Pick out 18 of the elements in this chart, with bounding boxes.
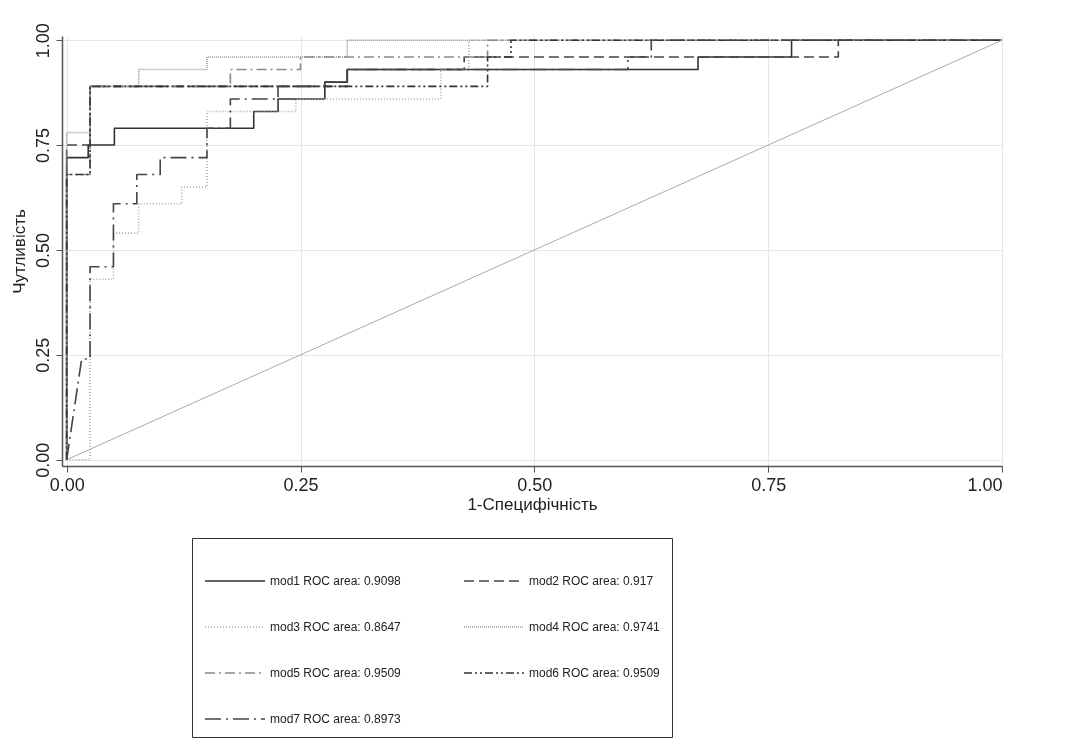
legend-label: mod5 ROC area: 0.9509 xyxy=(270,666,402,680)
legend-label: mod1 ROC area: 0.9098 xyxy=(270,574,402,588)
y-tick-label: 0.50 xyxy=(32,232,53,268)
legend-label: mod6 ROC area: 0.9509 xyxy=(529,666,661,680)
y-axis-title: Чутливість xyxy=(9,209,29,294)
x-tick-label: 0.50 xyxy=(517,474,553,495)
legend-label: mod7 ROC area: 0.8973 xyxy=(270,712,402,726)
x-tick-label: 0.00 xyxy=(49,474,85,495)
y-tick-label: 0.75 xyxy=(32,128,53,164)
y-tick-label: 1.00 xyxy=(32,23,53,59)
legend-label: mod2 ROC area: 0.917 xyxy=(529,574,654,588)
x-tick-label: 1.00 xyxy=(967,474,1003,495)
legend-label: mod3 ROC area: 0.8647 xyxy=(270,620,402,634)
x-tick-label: 0.25 xyxy=(283,474,319,495)
x-axis-title: 1-Специфічність xyxy=(467,494,598,514)
x-tick-label: 0.75 xyxy=(751,474,787,495)
legend-label: mod4 ROC area: 0.9741 xyxy=(529,620,661,634)
y-tick-label: 0.25 xyxy=(32,337,53,373)
